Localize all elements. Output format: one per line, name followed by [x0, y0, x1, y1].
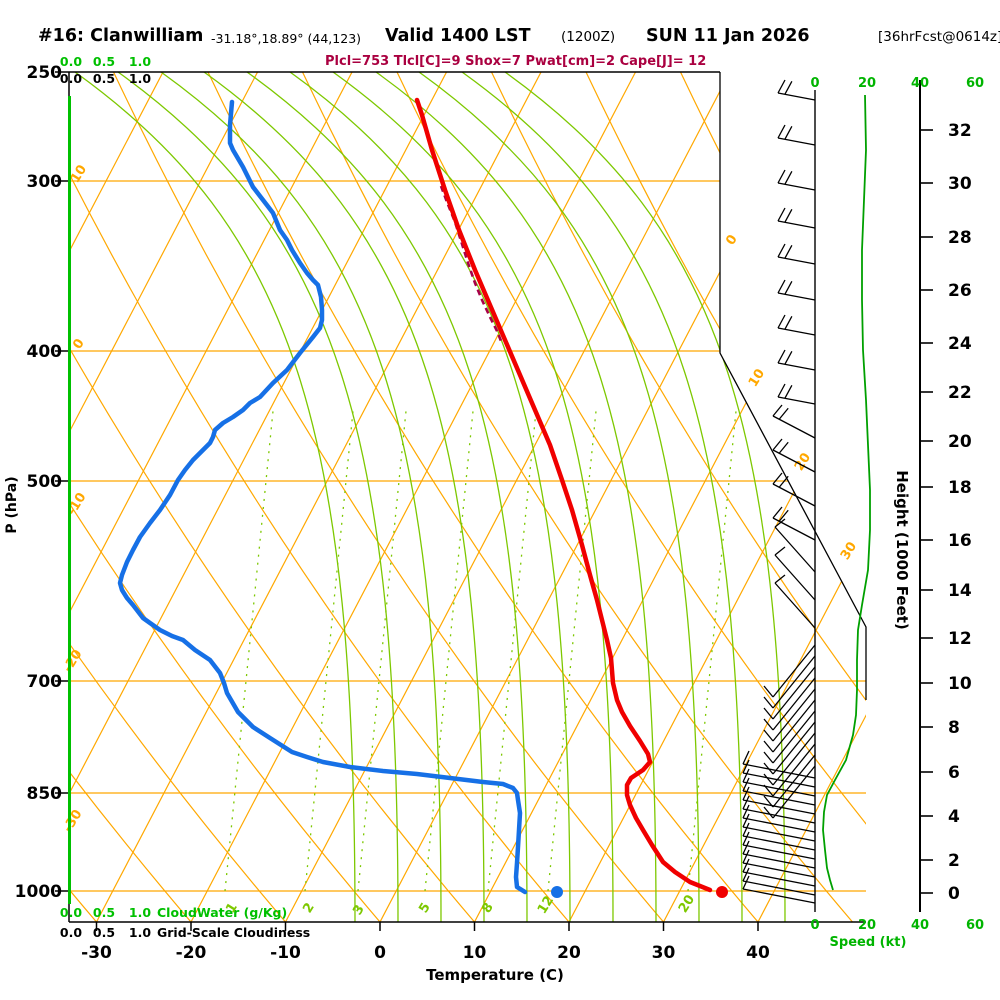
- svg-text:12: 12: [948, 629, 972, 649]
- surface-dewpoint-dot: [551, 886, 563, 898]
- svg-text:30: 30: [838, 539, 860, 562]
- svg-text:20: 20: [858, 76, 876, 91]
- temperature-curve: [414, 97, 713, 893]
- svg-text:-20: -20: [176, 943, 207, 963]
- svg-text:10: 10: [463, 943, 487, 963]
- svg-text:10: 10: [68, 162, 90, 185]
- station-coords: -31.18°,18.89° (44,123): [211, 31, 362, 46]
- svg-text:0.5: 0.5: [93, 925, 115, 940]
- wind-speed-profile: [822, 94, 871, 891]
- svg-text:6: 6: [948, 763, 960, 783]
- surface-temperature-dot: [716, 886, 728, 898]
- svg-text:20: 20: [858, 918, 876, 933]
- background-grid: [69, 72, 866, 922]
- svg-text:2: 2: [300, 900, 318, 916]
- svg-text:0: 0: [810, 918, 819, 933]
- svg-text:850: 850: [27, 784, 63, 804]
- temperature-axis: -30 -20 -10 0 10 20 30 40 Temperature (C): [81, 922, 770, 984]
- svg-text:Height (1000 Feet): Height (1000 Feet): [893, 470, 911, 630]
- svg-text:1000: 1000: [15, 882, 62, 902]
- svg-text:300: 300: [27, 172, 63, 192]
- svg-text:500: 500: [27, 472, 63, 492]
- svg-text:10: 10: [948, 674, 972, 694]
- svg-text:18: 18: [948, 478, 972, 498]
- wind-barbs: [742, 79, 816, 904]
- svg-text:0.0: 0.0: [60, 925, 82, 940]
- stability-indices: Plcl=753 Tlcl[C]=9 Shox=7 Pwat[cm]=2 Cap…: [325, 54, 707, 69]
- svg-text:P (hPa): P (hPa): [4, 476, 20, 533]
- pressure-axis: 250 300 400 500 700 850 1000 P (hPa): [4, 63, 69, 902]
- svg-text:20: 20: [557, 943, 581, 963]
- svg-text:-30: -30: [81, 943, 112, 963]
- svg-text:30: 30: [652, 943, 676, 963]
- svg-text:250: 250: [27, 63, 63, 83]
- svg-text:0.0: 0.0: [60, 71, 82, 86]
- svg-text:22: 22: [948, 383, 972, 403]
- svg-text:26: 26: [948, 281, 972, 301]
- svg-text:20: 20: [948, 432, 972, 452]
- svg-text:Speed (kt): Speed (kt): [830, 935, 907, 950]
- svg-text:4: 4: [948, 807, 960, 827]
- svg-text:40: 40: [911, 76, 929, 91]
- svg-text:400: 400: [27, 342, 63, 362]
- svg-text:-20: -20: [60, 647, 85, 675]
- svg-text:1.0: 1.0: [129, 905, 151, 920]
- svg-text:1.0: 1.0: [129, 54, 151, 69]
- svg-text:-10: -10: [270, 943, 301, 963]
- svg-text:0: 0: [374, 943, 386, 963]
- svg-text:30: 30: [948, 174, 972, 194]
- svg-text:60: 60: [966, 76, 984, 91]
- svg-text:8: 8: [479, 900, 497, 916]
- svg-text:0.5: 0.5: [93, 54, 115, 69]
- valid-date: SUN 11 Jan 2026: [646, 26, 810, 46]
- svg-text:CloudWater (g/Kg): CloudWater (g/Kg): [157, 905, 287, 920]
- svg-text:0.5: 0.5: [93, 905, 115, 920]
- forecast-tag: [36hrFcst@0614z]: [878, 29, 1000, 45]
- svg-text:60: 60: [966, 918, 984, 933]
- svg-text:24: 24: [948, 334, 972, 354]
- dewpoint-curve: [117, 99, 528, 895]
- svg-text:0.0: 0.0: [60, 54, 82, 69]
- svg-text:14: 14: [948, 581, 972, 601]
- svg-text:Grid-Scale Cloudiness: Grid-Scale Cloudiness: [157, 925, 310, 940]
- svg-text:1.0: 1.0: [129, 71, 151, 86]
- svg-text:0: 0: [723, 232, 741, 248]
- svg-text:40: 40: [746, 943, 770, 963]
- station-title: #16: Clanwilliam: [38, 26, 204, 46]
- svg-text:8: 8: [948, 718, 960, 738]
- zulu-time: (1200Z): [561, 29, 616, 45]
- valid-time: Valid 1400 LST: [385, 26, 531, 46]
- cloudwater-scales: 0.0 0.0 0.0 0.0 0.5 0.5 0.5 0.5 1.0 1.0 1.0 1.0 Clou…: [60, 54, 310, 940]
- svg-text:40: 40: [911, 918, 929, 933]
- svg-text:0: 0: [948, 884, 960, 904]
- parcel-path: [439, 185, 503, 342]
- svg-text:-30: -30: [60, 807, 85, 835]
- svg-text:28: 28: [948, 228, 972, 248]
- svg-text:10: 10: [746, 366, 768, 389]
- svg-text:0: 0: [70, 336, 88, 352]
- svg-text:1.0: 1.0: [129, 925, 151, 940]
- svg-text:32: 32: [948, 121, 972, 141]
- svg-text:Temperature (C): Temperature (C): [426, 966, 564, 984]
- svg-text:2: 2: [948, 851, 960, 871]
- svg-text:20: 20: [676, 892, 698, 915]
- svg-text:5: 5: [416, 900, 434, 916]
- svg-text:16: 16: [948, 531, 972, 551]
- svg-text:0: 0: [810, 76, 819, 91]
- svg-text:700: 700: [27, 672, 63, 692]
- svg-text:0.5: 0.5: [93, 71, 115, 86]
- svg-text:0.0: 0.0: [60, 905, 82, 920]
